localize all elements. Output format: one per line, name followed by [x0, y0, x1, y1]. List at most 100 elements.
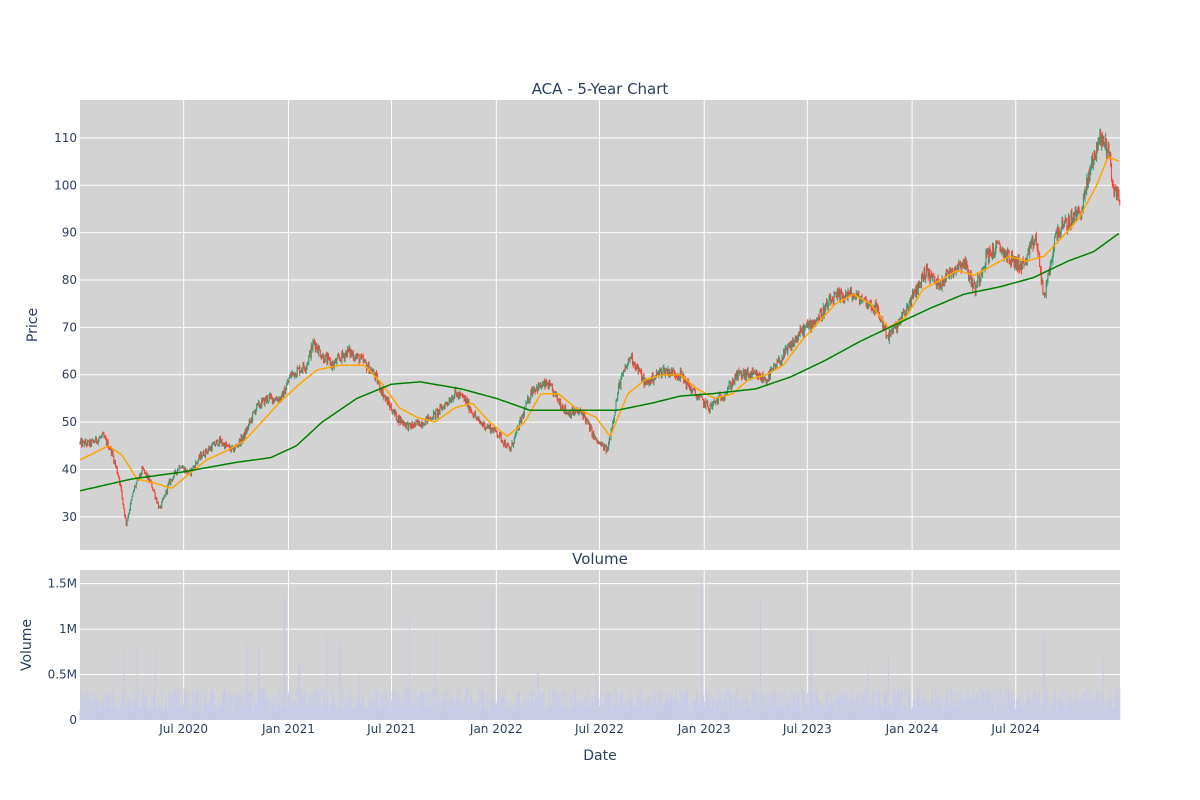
volume-bar [631, 696, 633, 720]
volume-bar [1056, 706, 1058, 720]
volume-bar [300, 689, 302, 720]
candle-body [134, 486, 136, 488]
volume-bar [1012, 710, 1014, 720]
candle-body [442, 406, 444, 408]
candle-body [765, 380, 767, 384]
candle-body [350, 351, 352, 356]
candle-body [116, 467, 118, 474]
volume-bar [716, 699, 718, 720]
candle-body [896, 326, 898, 332]
candle-body [812, 320, 814, 327]
volume-bar [606, 711, 608, 720]
volume-bar [928, 704, 930, 720]
candle-body [433, 412, 435, 414]
volume-bar [165, 695, 167, 720]
volume-bar [458, 687, 460, 720]
volume-bar [835, 696, 837, 720]
volume-bar [982, 689, 984, 720]
volume-bar [771, 694, 773, 720]
candle-body [148, 476, 150, 482]
volume-bar [502, 707, 504, 720]
candle-body [884, 326, 886, 330]
candle-body [929, 270, 931, 280]
volume-bar [244, 709, 246, 720]
candle-body [858, 291, 860, 298]
candle-body [693, 388, 695, 390]
volume-bar [400, 703, 402, 720]
candle-body [599, 442, 601, 444]
volume-bar [107, 694, 109, 720]
candle-body [323, 354, 325, 362]
candle-body [271, 396, 273, 398]
volume-bar [454, 706, 456, 720]
volume-bar [1062, 687, 1064, 720]
candle-body [828, 298, 830, 303]
candle-body [1113, 187, 1115, 193]
volume-bar [174, 687, 176, 720]
volume-bar [86, 697, 88, 720]
volume-bar [546, 711, 548, 720]
volume-bar [864, 698, 866, 720]
candle-body [183, 466, 185, 473]
volume-bar [564, 690, 566, 720]
volume-bar [498, 695, 500, 720]
candle-body [160, 506, 162, 508]
volume-bar [703, 694, 705, 720]
volume-bar [605, 696, 607, 720]
volume-bar [210, 694, 212, 720]
candle-body [414, 422, 416, 426]
candle-body [480, 423, 482, 425]
volume-bar [908, 697, 910, 720]
candle-body [518, 427, 520, 430]
volume-bar [990, 693, 992, 720]
candle-body [242, 438, 244, 442]
candle-body [167, 485, 169, 493]
candle-body [102, 433, 104, 435]
volume-bar [816, 693, 818, 720]
candle-body [300, 370, 302, 372]
volume-bar [1097, 700, 1099, 720]
candle-body [342, 355, 344, 357]
candle-body [847, 292, 849, 300]
candle-body [397, 416, 399, 422]
volume-bar [122, 700, 124, 720]
candle-body [596, 438, 598, 442]
volume-bar [1113, 711, 1115, 720]
candle-body [889, 330, 891, 336]
volume-bar [1013, 699, 1015, 720]
candle-body [210, 447, 212, 451]
candle-body [636, 364, 638, 370]
volume-bar [740, 699, 742, 720]
volume-bar [802, 699, 804, 720]
volume-bar [546, 700, 548, 720]
volume-bar [846, 693, 848, 720]
candle-body [446, 402, 448, 404]
candle-body [249, 420, 251, 422]
candle-body [742, 371, 744, 376]
volume-bar [401, 706, 403, 720]
candle-body [567, 412, 569, 415]
candle-body [268, 396, 270, 401]
volume-bar [714, 710, 716, 720]
volume-bar [1077, 708, 1079, 720]
candle-body [554, 391, 556, 393]
candle-body [722, 398, 724, 401]
candle-body [263, 398, 265, 405]
volume-bar [759, 599, 761, 720]
candle-body [493, 429, 495, 433]
candle-body [941, 279, 943, 288]
volume-bar [863, 692, 865, 720]
candle-body [370, 369, 372, 371]
volume-bar [306, 707, 308, 720]
candle-body [402, 421, 404, 423]
candle-body [428, 415, 430, 420]
volume-bar [896, 700, 898, 720]
candle-body [418, 420, 420, 424]
volume-bar [883, 694, 885, 720]
volume-bar [935, 700, 937, 720]
volume-bar [906, 703, 908, 720]
volume-bar [750, 700, 752, 720]
volume-bar [392, 701, 394, 720]
volume-bar [602, 705, 604, 720]
candle-body [631, 353, 633, 364]
